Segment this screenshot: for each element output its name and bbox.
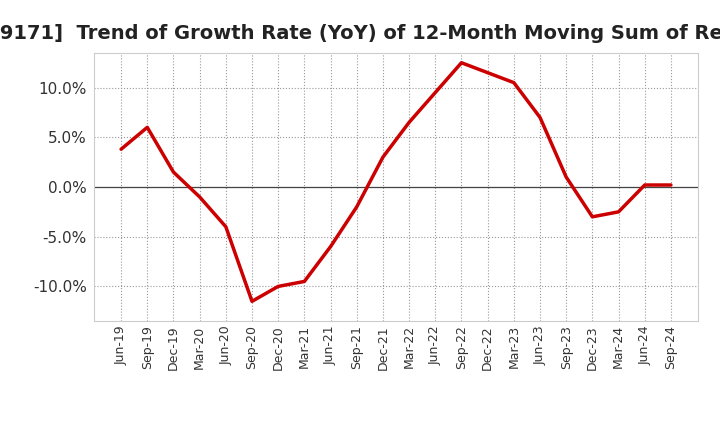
Title: [9171]  Trend of Growth Rate (YoY) of 12-Month Moving Sum of Revenues: [9171] Trend of Growth Rate (YoY) of 12-… [0,24,720,43]
